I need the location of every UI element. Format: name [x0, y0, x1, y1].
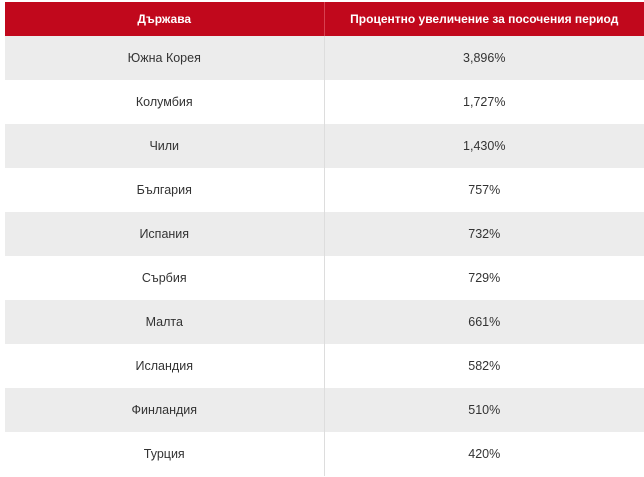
table-row: Исландия 582%	[5, 344, 644, 388]
cell-country: Турция	[143, 447, 185, 461]
cell-country: Исландия	[135, 359, 193, 373]
table-row: Колумбия 1,727%	[5, 80, 644, 124]
table-row: Южна Корея 3,896%	[5, 36, 644, 80]
cell-country: Малта	[5, 300, 324, 344]
cell-country: Чили	[5, 124, 324, 168]
cell-increase: 757%	[323, 168, 644, 212]
header-country: Държава	[5, 2, 324, 36]
table-row: Чили 1,430%	[5, 124, 644, 168]
cell-country: Южна Корея	[5, 36, 324, 80]
table-row: Сърбия 729%	[5, 256, 644, 300]
cell-increase: 1,727%	[323, 80, 644, 124]
cell-increase: 729%	[323, 256, 644, 300]
cell-increase: 661%	[323, 300, 644, 344]
cell-country: Испания	[5, 212, 324, 256]
cell-country: Колумбия	[135, 95, 193, 109]
cell-increase: 420%	[323, 432, 644, 476]
cell-increase: 1,430%	[323, 124, 644, 168]
table-row: Турция 420%	[5, 432, 644, 476]
table-row: Финландия 510%	[5, 388, 644, 432]
cell-increase: 510%	[323, 388, 644, 432]
table-row: Малта 661%	[5, 300, 644, 344]
cell-country: България	[136, 183, 192, 197]
header-row: Държава Процентно увеличение за посочени…	[5, 2, 644, 36]
data-table: Държава Процентно увеличение за посочени…	[5, 2, 644, 476]
cell-increase: 582%	[323, 344, 644, 388]
cell-country: Финландия	[5, 388, 324, 432]
cell-increase: 732%	[323, 212, 644, 256]
cell-country: Сърбия	[141, 271, 187, 285]
header-increase: Процентно увеличение за посочения период	[323, 2, 644, 36]
table-row: Испания 732%	[5, 212, 644, 256]
table-row: България 757%	[5, 168, 644, 212]
cell-increase: 3,896%	[323, 36, 644, 80]
